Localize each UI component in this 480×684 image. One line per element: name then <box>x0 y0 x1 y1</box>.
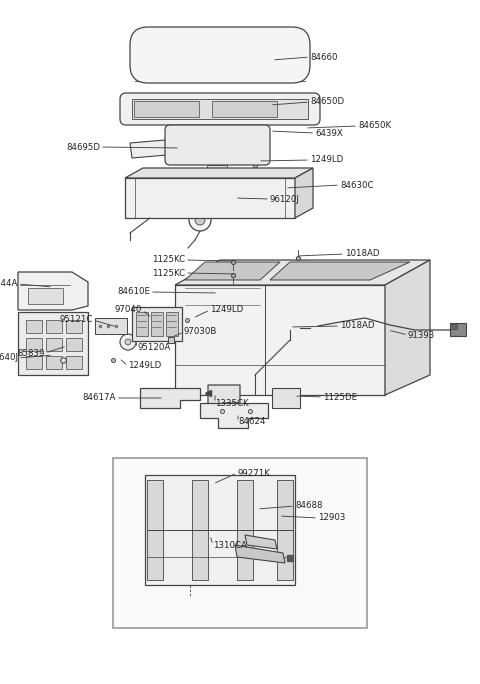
Polygon shape <box>125 178 295 218</box>
Bar <box>173 131 198 159</box>
Bar <box>66 320 82 333</box>
Text: 1249LD: 1249LD <box>128 362 161 371</box>
Text: 97030B: 97030B <box>184 328 217 337</box>
Text: 1125KC: 1125KC <box>152 269 185 278</box>
Bar <box>26 338 42 351</box>
Polygon shape <box>18 312 88 375</box>
Text: 84688: 84688 <box>295 501 323 510</box>
Bar <box>66 356 82 369</box>
Text: 84644A: 84644A <box>0 280 18 289</box>
Bar <box>272 388 300 408</box>
Text: 1335CK: 1335CK <box>215 399 249 408</box>
Ellipse shape <box>120 334 136 350</box>
Text: 1018AD: 1018AD <box>340 321 374 330</box>
Text: 1018AD: 1018AD <box>345 250 380 259</box>
Bar <box>28 288 63 304</box>
Ellipse shape <box>125 339 131 345</box>
Text: 1249LD: 1249LD <box>210 306 243 315</box>
Polygon shape <box>175 285 385 395</box>
Text: 1125DE: 1125DE <box>323 393 357 402</box>
Text: 91393: 91393 <box>408 330 435 339</box>
Ellipse shape <box>189 209 211 231</box>
Text: 12903: 12903 <box>318 514 346 523</box>
Text: 95120A: 95120A <box>137 343 170 352</box>
Bar <box>166 312 178 336</box>
Polygon shape <box>207 165 227 173</box>
Bar <box>212 101 277 117</box>
Text: 84617A: 84617A <box>83 393 116 402</box>
Bar <box>151 312 163 336</box>
Bar <box>46 320 62 333</box>
Ellipse shape <box>195 215 205 225</box>
Ellipse shape <box>186 603 194 611</box>
Polygon shape <box>125 168 313 178</box>
Text: 84630C: 84630C <box>340 181 373 189</box>
Bar <box>46 338 62 351</box>
Polygon shape <box>208 385 240 410</box>
Text: 84660: 84660 <box>310 53 337 62</box>
Text: 84640J: 84640J <box>0 354 18 363</box>
Bar <box>450 323 466 336</box>
Bar <box>26 356 42 369</box>
Text: 6439X: 6439X <box>315 129 343 137</box>
Text: 84695D: 84695D <box>66 142 100 151</box>
Polygon shape <box>237 480 253 580</box>
Text: 95121C: 95121C <box>60 315 93 324</box>
Bar <box>26 320 42 333</box>
Text: 84650D: 84650D <box>310 98 344 107</box>
Text: 1249LD: 1249LD <box>310 155 343 164</box>
Polygon shape <box>295 168 313 218</box>
Bar <box>113 458 367 628</box>
Polygon shape <box>185 262 280 280</box>
Polygon shape <box>200 403 268 428</box>
FancyBboxPatch shape <box>130 27 310 83</box>
Bar <box>203 131 228 159</box>
Bar <box>134 101 199 117</box>
FancyBboxPatch shape <box>165 125 270 165</box>
Polygon shape <box>140 388 200 408</box>
Bar <box>46 356 62 369</box>
Polygon shape <box>277 480 293 580</box>
Bar <box>233 131 258 159</box>
Polygon shape <box>245 535 277 549</box>
Bar <box>132 307 182 341</box>
Text: 97040: 97040 <box>115 306 142 315</box>
Text: 85839: 85839 <box>18 349 45 358</box>
Polygon shape <box>270 262 410 280</box>
Ellipse shape <box>180 597 200 617</box>
Bar <box>95 318 127 334</box>
Text: 99271K: 99271K <box>237 469 270 477</box>
Bar <box>132 99 308 119</box>
Bar <box>66 338 82 351</box>
Polygon shape <box>18 272 88 310</box>
Bar <box>450 324 457 329</box>
Polygon shape <box>192 480 208 580</box>
Text: 96120J: 96120J <box>270 194 300 204</box>
Text: 1310CA: 1310CA <box>213 540 247 549</box>
Polygon shape <box>235 545 285 563</box>
Polygon shape <box>147 480 163 580</box>
Text: 84650K: 84650K <box>358 122 391 131</box>
Polygon shape <box>145 475 295 585</box>
Bar <box>136 312 148 336</box>
Text: 1125KC: 1125KC <box>152 256 185 265</box>
FancyBboxPatch shape <box>120 93 320 125</box>
Polygon shape <box>130 140 167 158</box>
Text: 84610E: 84610E <box>117 287 150 296</box>
Text: 84624: 84624 <box>238 417 265 427</box>
Polygon shape <box>385 260 430 395</box>
Polygon shape <box>175 260 430 285</box>
Ellipse shape <box>284 322 300 334</box>
